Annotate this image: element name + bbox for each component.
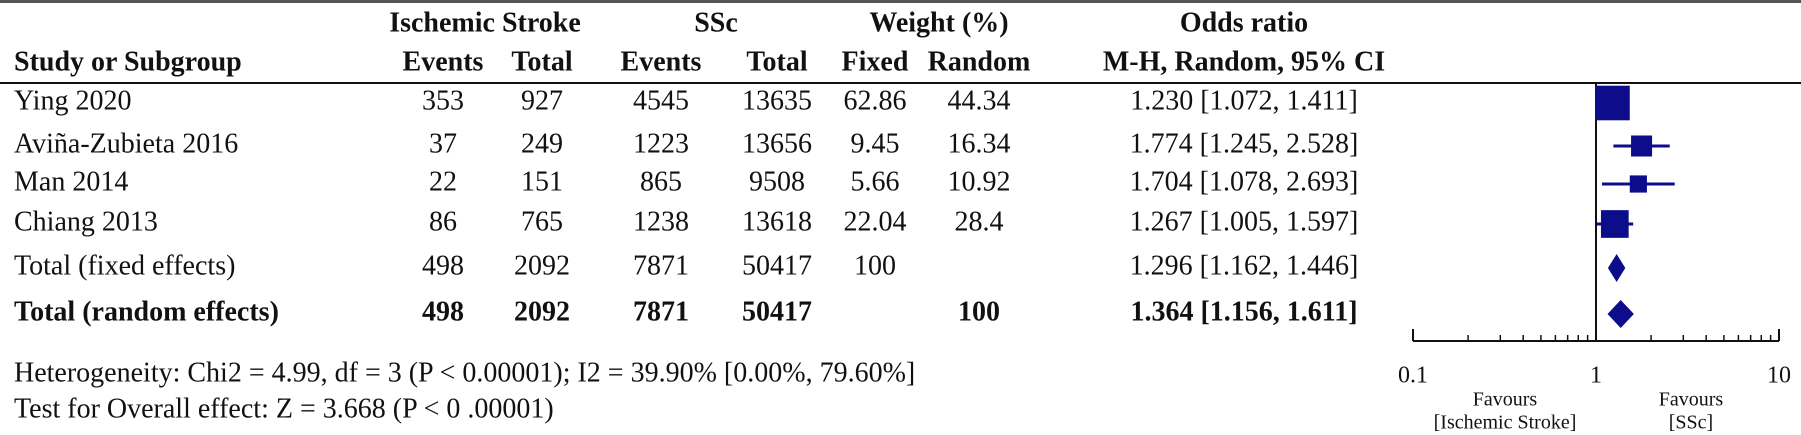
table-cell: 4545 (633, 85, 689, 116)
x-left-label: [Ischemic Stroke] (1434, 412, 1577, 434)
table-cell: 5.66 (851, 166, 900, 197)
x-tick-label: 10 (1767, 363, 1791, 389)
x-left-label: Favours (1473, 389, 1538, 411)
table-cell: 9508 (749, 166, 805, 197)
table-cell: 1.364 [1.156, 1.611] (1130, 296, 1357, 327)
overall-effect: Test for Overall effect: Z = 3.668 (P < … (14, 393, 554, 424)
column-header: M-H, Random, 95% CI (1103, 46, 1385, 77)
study-name: Aviña-Zubieta 2016 (14, 128, 238, 159)
study-name: Ying 2020 (14, 85, 131, 116)
table-cell: 7871 (633, 250, 689, 281)
column-header: Random (928, 46, 1031, 77)
table-cell: 498 (422, 250, 464, 281)
table-cell: 1.704 [1.078, 2.693] (1130, 166, 1359, 197)
table-cell: 7871 (633, 296, 689, 327)
table-cell: 13656 (742, 128, 812, 159)
table-cell: 86 (429, 206, 457, 237)
column-header: Events (403, 46, 484, 77)
table-cell: 100 (958, 296, 1000, 327)
table-cell: 50417 (742, 250, 812, 281)
table-cell: 1.267 [1.005, 1.597] (1130, 206, 1359, 237)
table-cell: 13618 (742, 206, 812, 237)
table-cell: 865 (640, 166, 682, 197)
table-cell: 9.45 (851, 128, 900, 159)
table-cell: 50417 (742, 296, 812, 327)
table-cell: 37 (429, 128, 457, 159)
table-cell: 10.92 (948, 166, 1011, 197)
table-cell: 16.34 (948, 128, 1011, 159)
study-name: Chiang 2013 (14, 206, 158, 237)
table-cell: 765 (521, 206, 563, 237)
effect-diamond (1607, 300, 1634, 328)
table-cell: 353 (422, 85, 464, 116)
x-right-label: [SSc] (1669, 412, 1713, 434)
heterogeneity: Heterogeneity: Chi2 = 4.99, df = 3 (P < … (14, 357, 915, 388)
table-cell: 1.774 [1.245, 2.528] (1130, 128, 1359, 159)
table-cell: 2092 (514, 250, 570, 281)
table-cell: 498 (422, 296, 464, 327)
table-cell: 1238 (633, 206, 689, 237)
header-group: Ischemic Stroke (389, 7, 581, 38)
table-cell: 249 (521, 128, 563, 159)
effect-square (1629, 175, 1647, 193)
column-header: Study or Subgroup (14, 46, 242, 77)
study-name: Man 2014 (14, 166, 128, 197)
table-cell: 2092 (514, 296, 570, 327)
column-header: Total (511, 46, 572, 77)
effect-diamond (1607, 254, 1626, 282)
study-name: Total (random effects) (14, 296, 279, 327)
table-cell: 28.4 (955, 206, 1004, 237)
effect-square (1595, 85, 1630, 121)
x-right-label: Favours (1659, 389, 1724, 411)
x-tick-label: 0.1 (1398, 363, 1428, 389)
table-cell: 22 (429, 166, 457, 197)
table-cell: 44.34 (948, 85, 1011, 116)
effect-square (1600, 210, 1629, 238)
x-tick-label: 1 (1590, 363, 1602, 389)
header-group: Odds ratio (1180, 7, 1308, 38)
table-cell: 1223 (633, 128, 689, 159)
table-cell: 22.04 (844, 206, 907, 237)
column-header: Total (746, 46, 807, 77)
table-cell: 1.230 [1.072, 1.411] (1130, 85, 1358, 116)
table-cell: 62.86 (844, 85, 907, 116)
study-name: Total (fixed effects) (14, 250, 235, 281)
header-group: Weight (%) (869, 7, 1008, 38)
column-header: Events (621, 46, 702, 77)
table-cell: 927 (521, 85, 563, 116)
effect-square (1631, 135, 1653, 157)
table-cell: 1.296 [1.162, 1.446] (1130, 250, 1359, 281)
table-cell: 13635 (742, 85, 812, 116)
column-header: Fixed (842, 46, 909, 77)
table-cell: 100 (854, 250, 896, 281)
table-cell: 151 (521, 166, 563, 197)
header-group: SSc (694, 7, 738, 38)
